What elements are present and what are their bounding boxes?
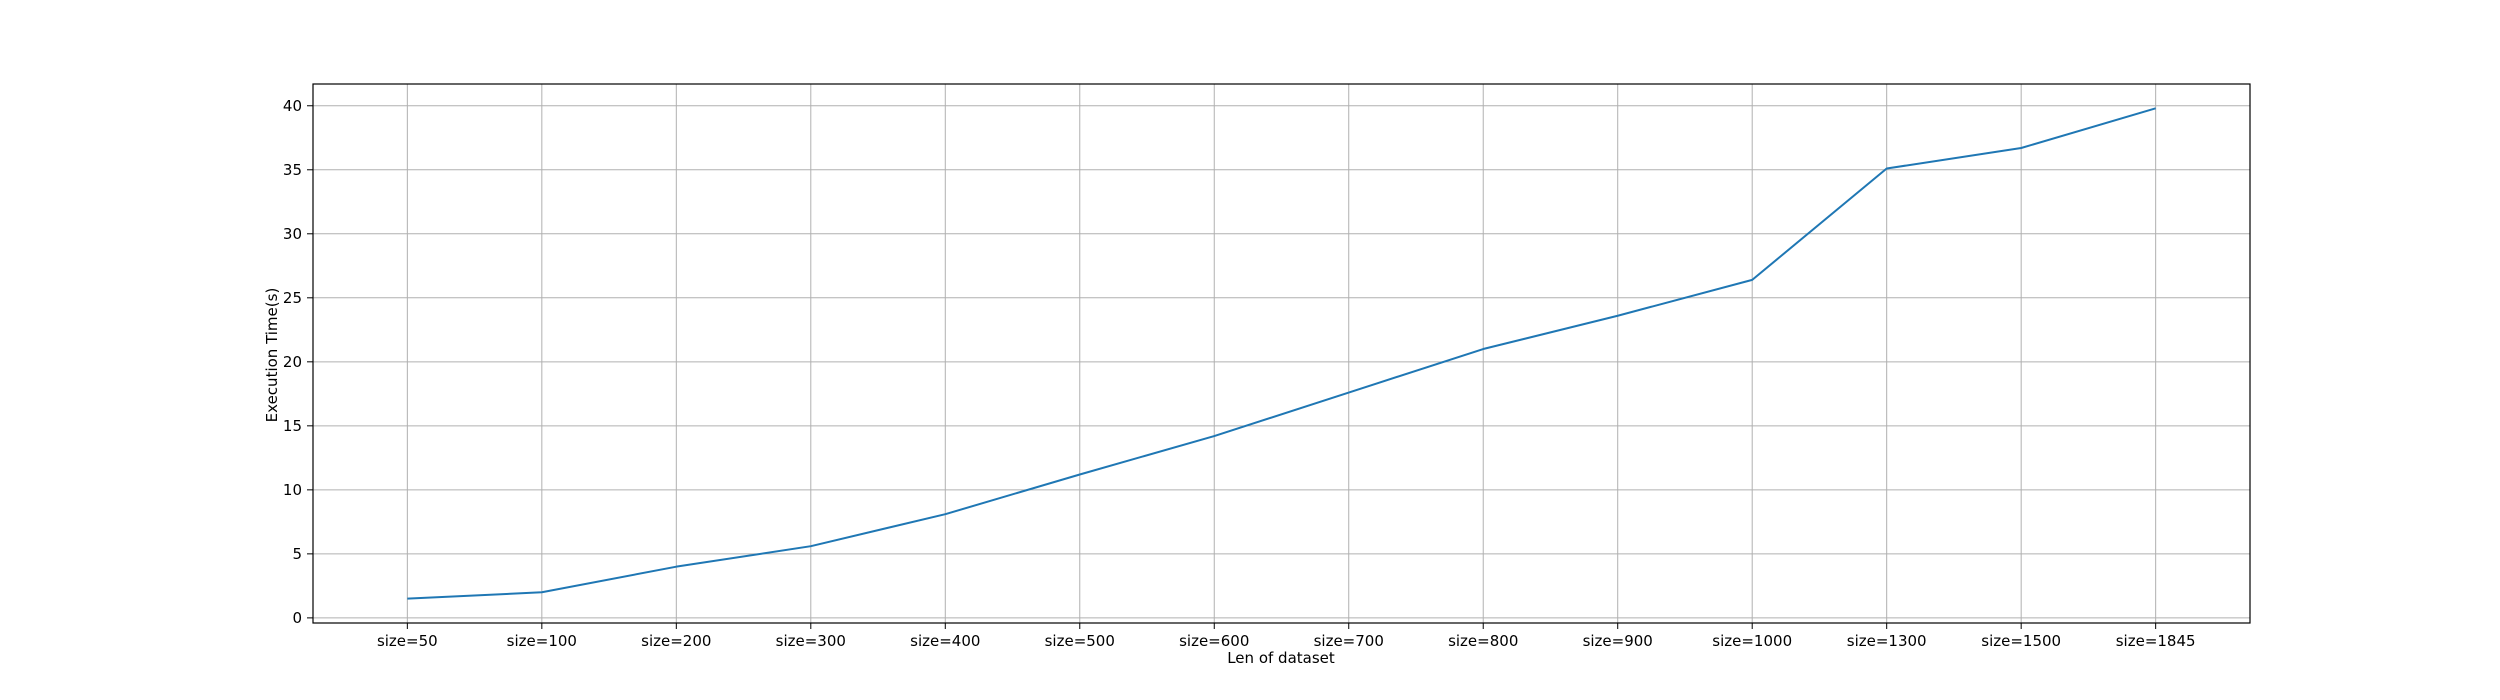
series-layer bbox=[407, 107, 2156, 600]
x-axis: size=50 size=100 size=200 size=300 size=400 s… bbox=[377, 623, 2196, 650]
y-tick-label: 35 bbox=[283, 161, 302, 179]
x-tick-label: size=700 bbox=[1314, 632, 1384, 650]
x-tick-label: size=1845 bbox=[2116, 632, 2196, 650]
x-tick-label: size=400 bbox=[910, 632, 980, 650]
x-tick-label: size=800 bbox=[1448, 632, 1518, 650]
x-axis-label: Len of dataset bbox=[1227, 649, 1335, 667]
grid bbox=[313, 84, 2250, 623]
y-tick-label: 5 bbox=[292, 545, 302, 563]
y-tick-label: 15 bbox=[283, 417, 302, 435]
y-tick-label: 10 bbox=[283, 481, 302, 499]
y-tick-label: 0 bbox=[292, 609, 302, 627]
x-tick-label: size=100 bbox=[507, 632, 577, 650]
x-tick-label: size=600 bbox=[1179, 632, 1249, 650]
x-tick-label: size=1300 bbox=[1847, 632, 1927, 650]
y-tick-label: 20 bbox=[283, 353, 302, 371]
plot-frame bbox=[312, 83, 2251, 624]
x-tick-label: size=1500 bbox=[1981, 632, 2061, 650]
y-axis: 0 5 10 15 20 25 30 35 40 bbox=[283, 97, 313, 627]
x-tick-label: size=300 bbox=[776, 632, 846, 650]
x-tick-label: size=1000 bbox=[1712, 632, 1792, 650]
series-line bbox=[407, 107, 2156, 600]
y-tick-label: 25 bbox=[283, 289, 302, 307]
y-tick-label: 40 bbox=[283, 97, 302, 115]
x-tick-label: size=500 bbox=[1045, 632, 1115, 650]
y-axis-label: Execution Time(s) bbox=[263, 288, 281, 423]
y-tick-label: 30 bbox=[283, 225, 302, 243]
x-tick-label: size=50 bbox=[377, 632, 438, 650]
x-tick-label: size=900 bbox=[1583, 632, 1653, 650]
x-tick-label: size=200 bbox=[641, 632, 711, 650]
